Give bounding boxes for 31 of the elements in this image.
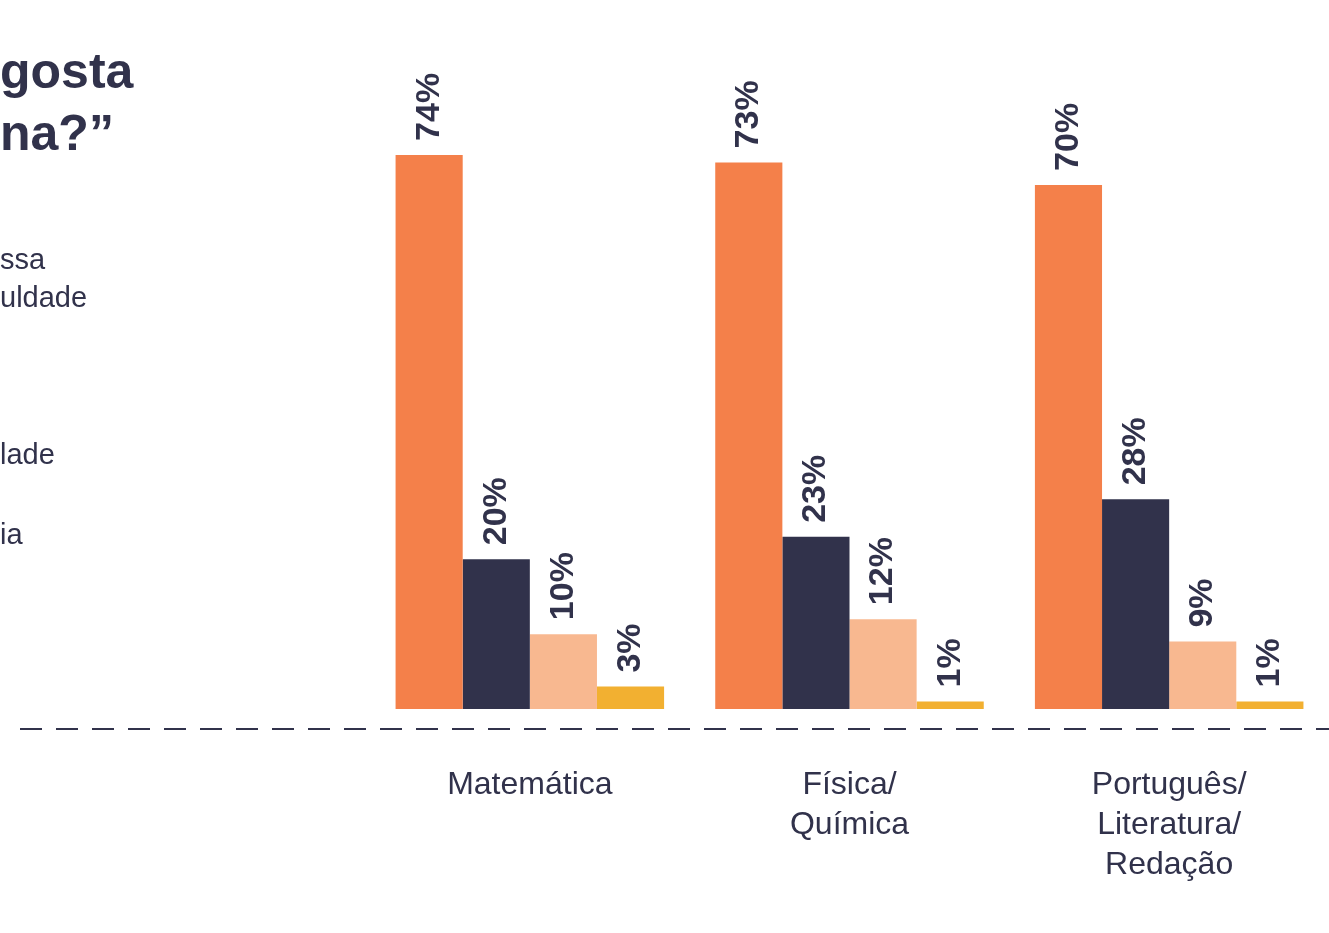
bar (1034, 184, 1103, 709)
x-tick-label: Física/ Química (789, 764, 910, 841)
data-label: 10% (541, 552, 580, 621)
data-label: 1% (1248, 638, 1287, 688)
data-label: 3% (608, 623, 647, 673)
bar (1169, 641, 1237, 709)
bar (1102, 499, 1170, 709)
bar (462, 559, 530, 709)
bar (849, 619, 917, 709)
x-tick-label: Português/ Literatura/ Redação (1091, 764, 1247, 881)
chart-title: gosta na?” (0, 42, 134, 163)
text: ia (0, 517, 23, 552)
bar (529, 634, 597, 709)
bar (596, 686, 665, 709)
bar (395, 154, 463, 709)
text: ssa uldade (0, 242, 88, 315)
bar (916, 701, 984, 709)
data-label: 70% (1046, 102, 1085, 171)
data-label: 73% (727, 80, 766, 149)
data-label: 1% (928, 638, 967, 688)
data-label: 28% (1113, 417, 1152, 486)
data-label: 74% (407, 72, 446, 141)
bar (715, 162, 783, 709)
data-label: 12% (861, 537, 900, 606)
bar (782, 536, 850, 709)
data-label: 23% (794, 454, 833, 523)
bar (1236, 701, 1304, 709)
data-label: 9% (1181, 578, 1220, 628)
data-label: 20% (474, 477, 513, 546)
x-tick-label: Matemática (447, 764, 613, 801)
text: lade (0, 437, 55, 472)
